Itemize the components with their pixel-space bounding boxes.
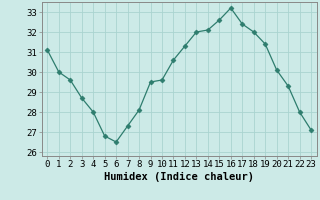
X-axis label: Humidex (Indice chaleur): Humidex (Indice chaleur): [104, 172, 254, 182]
